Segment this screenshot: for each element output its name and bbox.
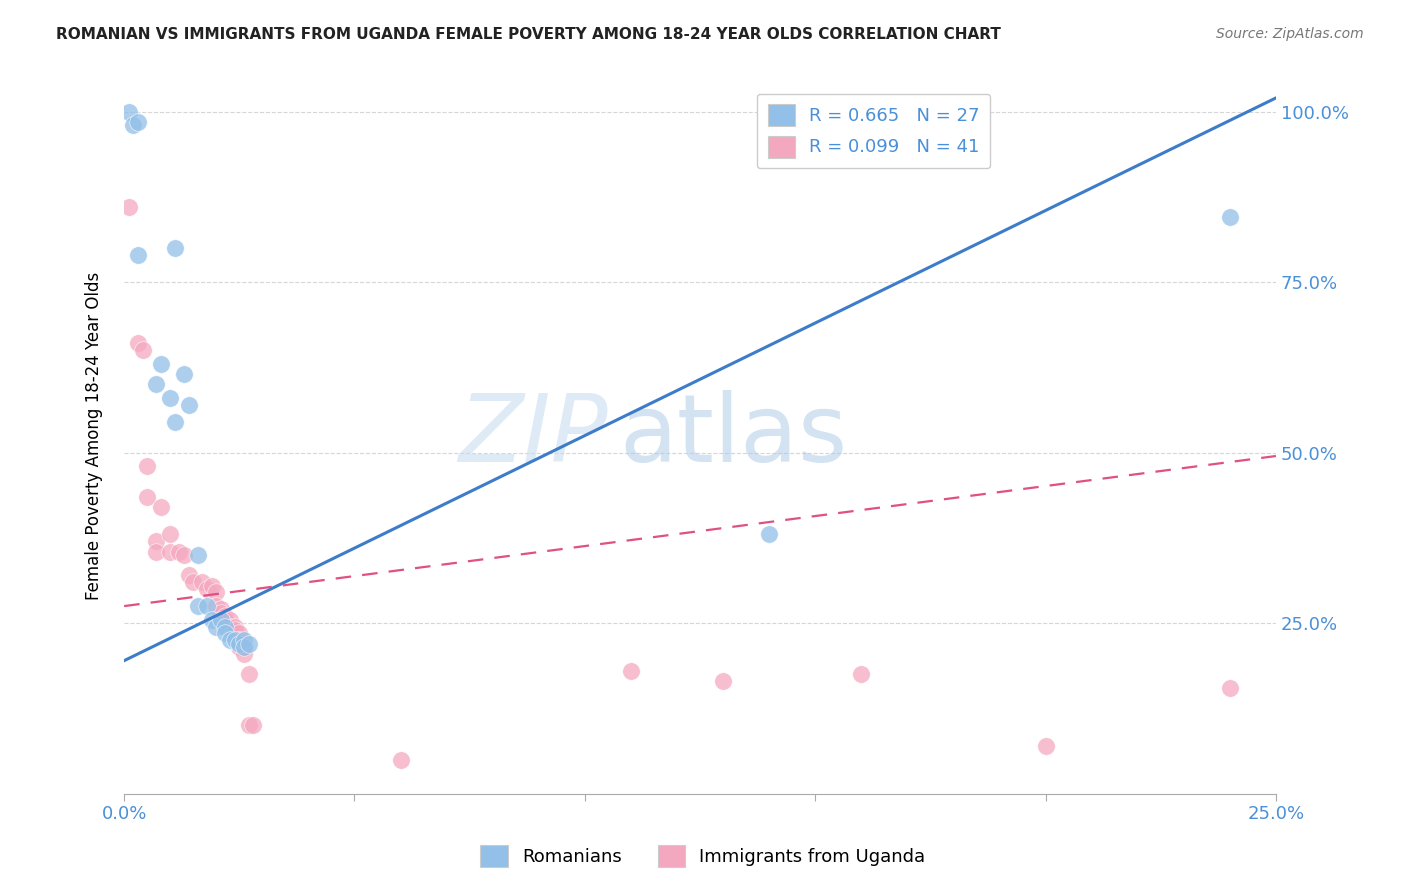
Point <box>232 640 254 654</box>
Point <box>209 602 232 616</box>
Point <box>205 585 228 599</box>
Y-axis label: Female Poverty Among 18-24 Year Olds: Female Poverty Among 18-24 Year Olds <box>86 271 103 599</box>
Point <box>159 527 181 541</box>
Point <box>219 633 242 648</box>
Point <box>201 613 224 627</box>
Point <box>205 619 228 633</box>
Point <box>214 619 236 633</box>
Point <box>150 500 173 515</box>
Point <box>187 599 209 613</box>
Point <box>238 718 260 732</box>
Point <box>159 391 181 405</box>
Point <box>620 664 643 678</box>
Point <box>127 248 149 262</box>
Point <box>136 490 159 504</box>
Point <box>232 647 254 661</box>
Point <box>758 527 780 541</box>
Point <box>173 548 195 562</box>
Point <box>118 104 141 119</box>
Point <box>232 640 254 654</box>
Point <box>187 548 209 562</box>
Point <box>145 377 167 392</box>
Point <box>201 579 224 593</box>
Point <box>224 633 246 648</box>
Point <box>127 336 149 351</box>
Point <box>169 544 191 558</box>
Point <box>219 619 242 633</box>
Point <box>122 118 145 132</box>
Point <box>173 367 195 381</box>
Point <box>177 568 200 582</box>
Point <box>127 115 149 129</box>
Point <box>181 575 204 590</box>
Text: ROMANIAN VS IMMIGRANTS FROM UGANDA FEMALE POVERTY AMONG 18-24 YEAR OLDS CORRELAT: ROMANIAN VS IMMIGRANTS FROM UGANDA FEMAL… <box>56 27 1001 42</box>
Point <box>228 626 250 640</box>
Point <box>389 753 412 767</box>
Text: Source: ZipAtlas.com: Source: ZipAtlas.com <box>1216 27 1364 41</box>
Legend: Romanians, Immigrants from Uganda: Romanians, Immigrants from Uganda <box>474 838 932 874</box>
Point <box>214 626 236 640</box>
Point <box>851 667 873 681</box>
Point <box>1219 211 1241 225</box>
Point <box>214 609 236 624</box>
Point <box>150 357 173 371</box>
Point <box>711 674 734 689</box>
Point <box>177 398 200 412</box>
Point <box>232 633 254 648</box>
Point <box>209 606 232 620</box>
Point <box>224 623 246 637</box>
Text: ZIP: ZIP <box>458 390 607 481</box>
Point <box>228 640 250 654</box>
Point <box>145 534 167 549</box>
Point <box>242 718 264 732</box>
Point <box>219 613 242 627</box>
Point <box>195 599 218 613</box>
Text: atlas: atlas <box>620 390 848 482</box>
Point <box>214 613 236 627</box>
Point <box>136 459 159 474</box>
Point <box>1035 739 1057 753</box>
Point <box>238 637 260 651</box>
Point <box>131 343 153 358</box>
Legend: R = 0.665   N = 27, R = 0.099   N = 41: R = 0.665 N = 27, R = 0.099 N = 41 <box>756 94 990 169</box>
Point <box>228 637 250 651</box>
Point <box>209 613 232 627</box>
Point <box>228 633 250 648</box>
Point <box>159 544 181 558</box>
Point <box>224 619 246 633</box>
Point <box>145 544 167 558</box>
Point <box>195 582 218 596</box>
Point <box>163 241 186 255</box>
Point <box>118 200 141 214</box>
Point <box>238 667 260 681</box>
Point <box>205 599 228 613</box>
Point <box>1219 681 1241 695</box>
Point <box>191 575 214 590</box>
Point <box>163 415 186 429</box>
